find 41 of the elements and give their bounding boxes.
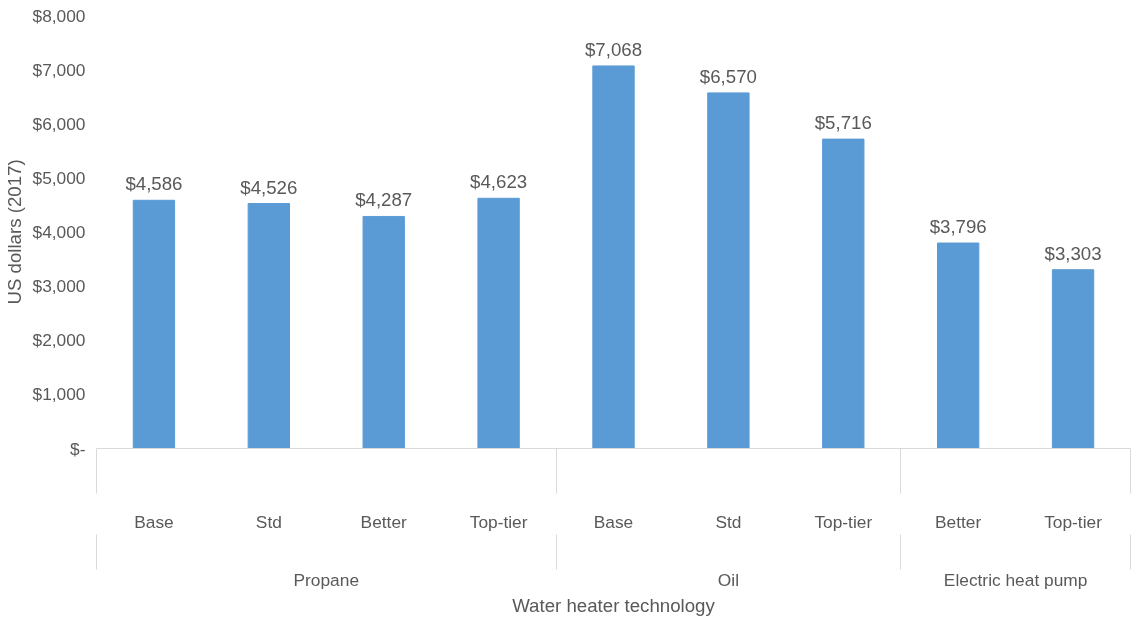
y-tick-label: $1,000 — [32, 384, 86, 405]
data-label: $3,303 — [1044, 242, 1102, 264]
text: Oil — [717, 569, 739, 590]
bar — [132, 199, 176, 449]
data-label: $4,526 — [240, 176, 298, 198]
data-label: $4,623 — [470, 171, 528, 193]
y-tick-label: $5,000 — [32, 167, 86, 188]
bar — [936, 242, 980, 449]
y-tick-label: $3,000 — [32, 276, 86, 297]
data-label: $5,716 — [814, 112, 872, 134]
y-tick-label: $2,000 — [32, 330, 86, 351]
data-label: $7,068 — [584, 38, 643, 60]
y-tick-label: $6,000 — [32, 113, 86, 134]
y-tick-label: $7,000 — [32, 59, 86, 80]
x-tick-label: Better — [360, 511, 408, 532]
bar — [362, 215, 405, 449]
x-tick-label: Top-tier — [469, 511, 528, 532]
bar — [1051, 269, 1095, 449]
data-label: $4,287 — [355, 189, 413, 211]
text: Electric heat pump — [943, 569, 1088, 590]
x-tick-label: Std — [715, 511, 742, 532]
bar — [707, 92, 750, 449]
data-label: $6,570 — [699, 65, 757, 87]
y-tick-label: $- — [70, 438, 86, 459]
bar — [822, 138, 865, 449]
x-tick-label: Std — [255, 511, 282, 532]
x-tick-label: Better — [935, 511, 982, 532]
y-tick-label: $8,000 — [32, 5, 86, 26]
x-tick-label: Top-tier — [814, 511, 873, 532]
x-tick-label: Base — [134, 511, 174, 532]
x-axis-title: Water heater technology — [512, 594, 716, 616]
data-label: $4,586 — [125, 173, 183, 195]
y-tick-label: $4,000 — [32, 222, 86, 242]
text: Propane — [293, 569, 360, 590]
data-label: $3,796 — [929, 216, 987, 238]
y-axis-title: US dollars (2017) — [3, 159, 25, 305]
bar — [477, 197, 520, 449]
bar — [247, 203, 291, 449]
bar — [592, 65, 635, 449]
x-tick-label: Base — [593, 511, 634, 532]
x-tick-label: Top-tier — [1044, 511, 1103, 532]
